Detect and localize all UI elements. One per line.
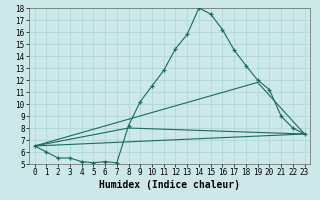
X-axis label: Humidex (Indice chaleur): Humidex (Indice chaleur) xyxy=(99,180,240,190)
